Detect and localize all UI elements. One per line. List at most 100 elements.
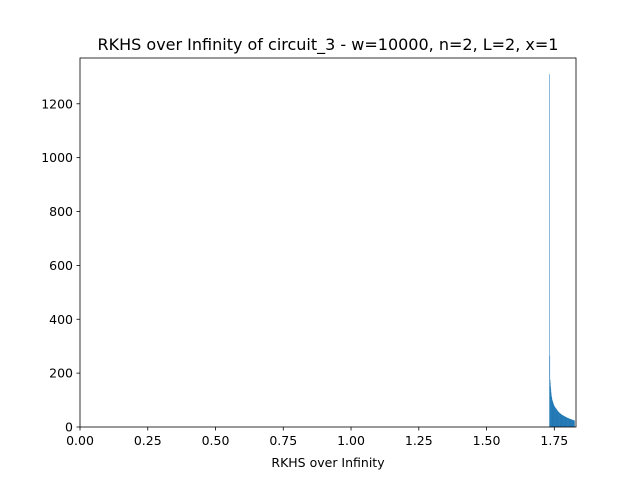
histogram-bar	[573, 420, 574, 427]
histogram-bar	[559, 412, 561, 427]
x-axis: 0.00 0.25 0.50 0.75 1.00 1.25 1.50 1.75	[66, 427, 568, 448]
histogram-bar	[559, 413, 561, 427]
histogram-bar	[558, 411, 559, 427]
x-tick-label: 0.75	[269, 433, 297, 448]
histogram-bar	[570, 418, 571, 427]
histogram-bar	[553, 404, 555, 427]
x-tick-label: 0.00	[66, 433, 94, 448]
histogram-bar	[555, 408, 556, 427]
y-tick-label: 1000	[41, 150, 73, 165]
histogram-bar	[555, 408, 557, 427]
histogram-bar	[571, 419, 573, 427]
histogram-bar	[558, 411, 559, 427]
histogram-bar	[551, 395, 552, 427]
histogram-bar	[570, 419, 572, 427]
y-tick-label: 0	[65, 420, 73, 435]
histogram-bar	[563, 415, 564, 427]
y-tick-label: 200	[49, 366, 73, 381]
histogram-bar	[563, 415, 564, 427]
histogram-bar	[557, 410, 559, 427]
histogram-bar	[558, 412, 560, 427]
x-tick-label: 0.50	[202, 433, 230, 448]
histogram-bar	[554, 407, 556, 427]
histogram-bar	[561, 414, 563, 427]
histogram-bar	[562, 415, 564, 427]
histogram-bar	[572, 420, 574, 427]
histogram-bar	[564, 416, 565, 427]
histogram-bar	[566, 417, 567, 427]
histogram-bar	[567, 417, 568, 427]
histogram-bar	[562, 415, 563, 427]
histogram-bar	[551, 397, 553, 427]
histogram-bar	[569, 418, 570, 427]
histogram-bar	[566, 417, 568, 427]
histogram-bar	[557, 410, 558, 427]
histogram-bar	[573, 420, 575, 427]
histogram-bar	[560, 414, 562, 427]
histogram-bar	[572, 420, 574, 427]
histogram-bar	[555, 407, 556, 427]
histogram-bar	[571, 419, 573, 427]
histogram-bar	[553, 405, 555, 427]
histogram-bar	[570, 419, 571, 427]
histogram-bar	[564, 416, 566, 427]
histogram-bar	[554, 406, 555, 427]
histogram-bar	[569, 418, 571, 427]
histogram-bar	[568, 418, 569, 427]
x-tick-label: 1.75	[540, 433, 568, 448]
histogram-bar	[549, 74, 550, 427]
histogram-bar	[552, 401, 553, 427]
histogram-bar	[567, 418, 569, 427]
x-axis-label: RKHS over Infinity	[271, 455, 385, 470]
histogram-bar	[550, 382, 551, 427]
x-tick-label: 1.00	[337, 433, 365, 448]
histogram-bar	[560, 413, 561, 427]
histogram-bar	[561, 414, 562, 427]
y-tick-label: 800	[49, 204, 73, 219]
histogram-bar	[549, 379, 551, 427]
histogram-bar	[564, 416, 565, 427]
histogram-bar	[562, 415, 564, 427]
histogram-bar	[565, 417, 567, 427]
histogram-bar	[559, 412, 560, 427]
histogram-bar	[559, 412, 560, 427]
histogram-bars	[549, 74, 575, 427]
histogram-bar	[563, 415, 565, 427]
histogram-bar	[568, 418, 570, 427]
histogram-bar	[574, 420, 575, 427]
x-tick-label: 1.50	[473, 433, 501, 448]
histogram-bar	[552, 400, 553, 427]
histogram-bar	[561, 414, 563, 427]
y-tick-label: 400	[49, 312, 73, 327]
histogram-bar	[565, 417, 567, 427]
histogram-bar	[553, 403, 554, 427]
histogram-bar	[564, 416, 566, 427]
histogram-bar	[568, 418, 570, 427]
histogram-bar	[567, 418, 569, 427]
histogram-bar	[572, 420, 573, 427]
histogram-bar	[565, 416, 566, 427]
histogram-bar	[562, 415, 563, 427]
histogram-bar	[550, 386, 551, 427]
histogram-bar	[556, 409, 557, 427]
histogram-bar	[554, 405, 555, 427]
histogram-bar	[560, 414, 562, 427]
histogram-bar	[563, 416, 565, 427]
chart-title: RKHS over Infinity of circuit_3 - w=1000…	[98, 35, 559, 55]
histogram-bar	[572, 419, 573, 427]
y-axis: 0 200 400 600 800 1000 1200	[41, 96, 80, 435]
histogram-bar	[552, 402, 554, 427]
histogram-bar	[566, 417, 567, 427]
histogram-bar	[556, 409, 557, 427]
histogram-bar	[574, 420, 575, 427]
histogram-bar	[570, 419, 572, 427]
histogram-bar	[553, 403, 554, 427]
plot-frame	[79, 57, 577, 428]
histogram-bar	[560, 413, 561, 427]
histogram-bar	[568, 418, 569, 427]
histogram-bar	[571, 419, 572, 427]
histogram-bar	[554, 406, 556, 427]
